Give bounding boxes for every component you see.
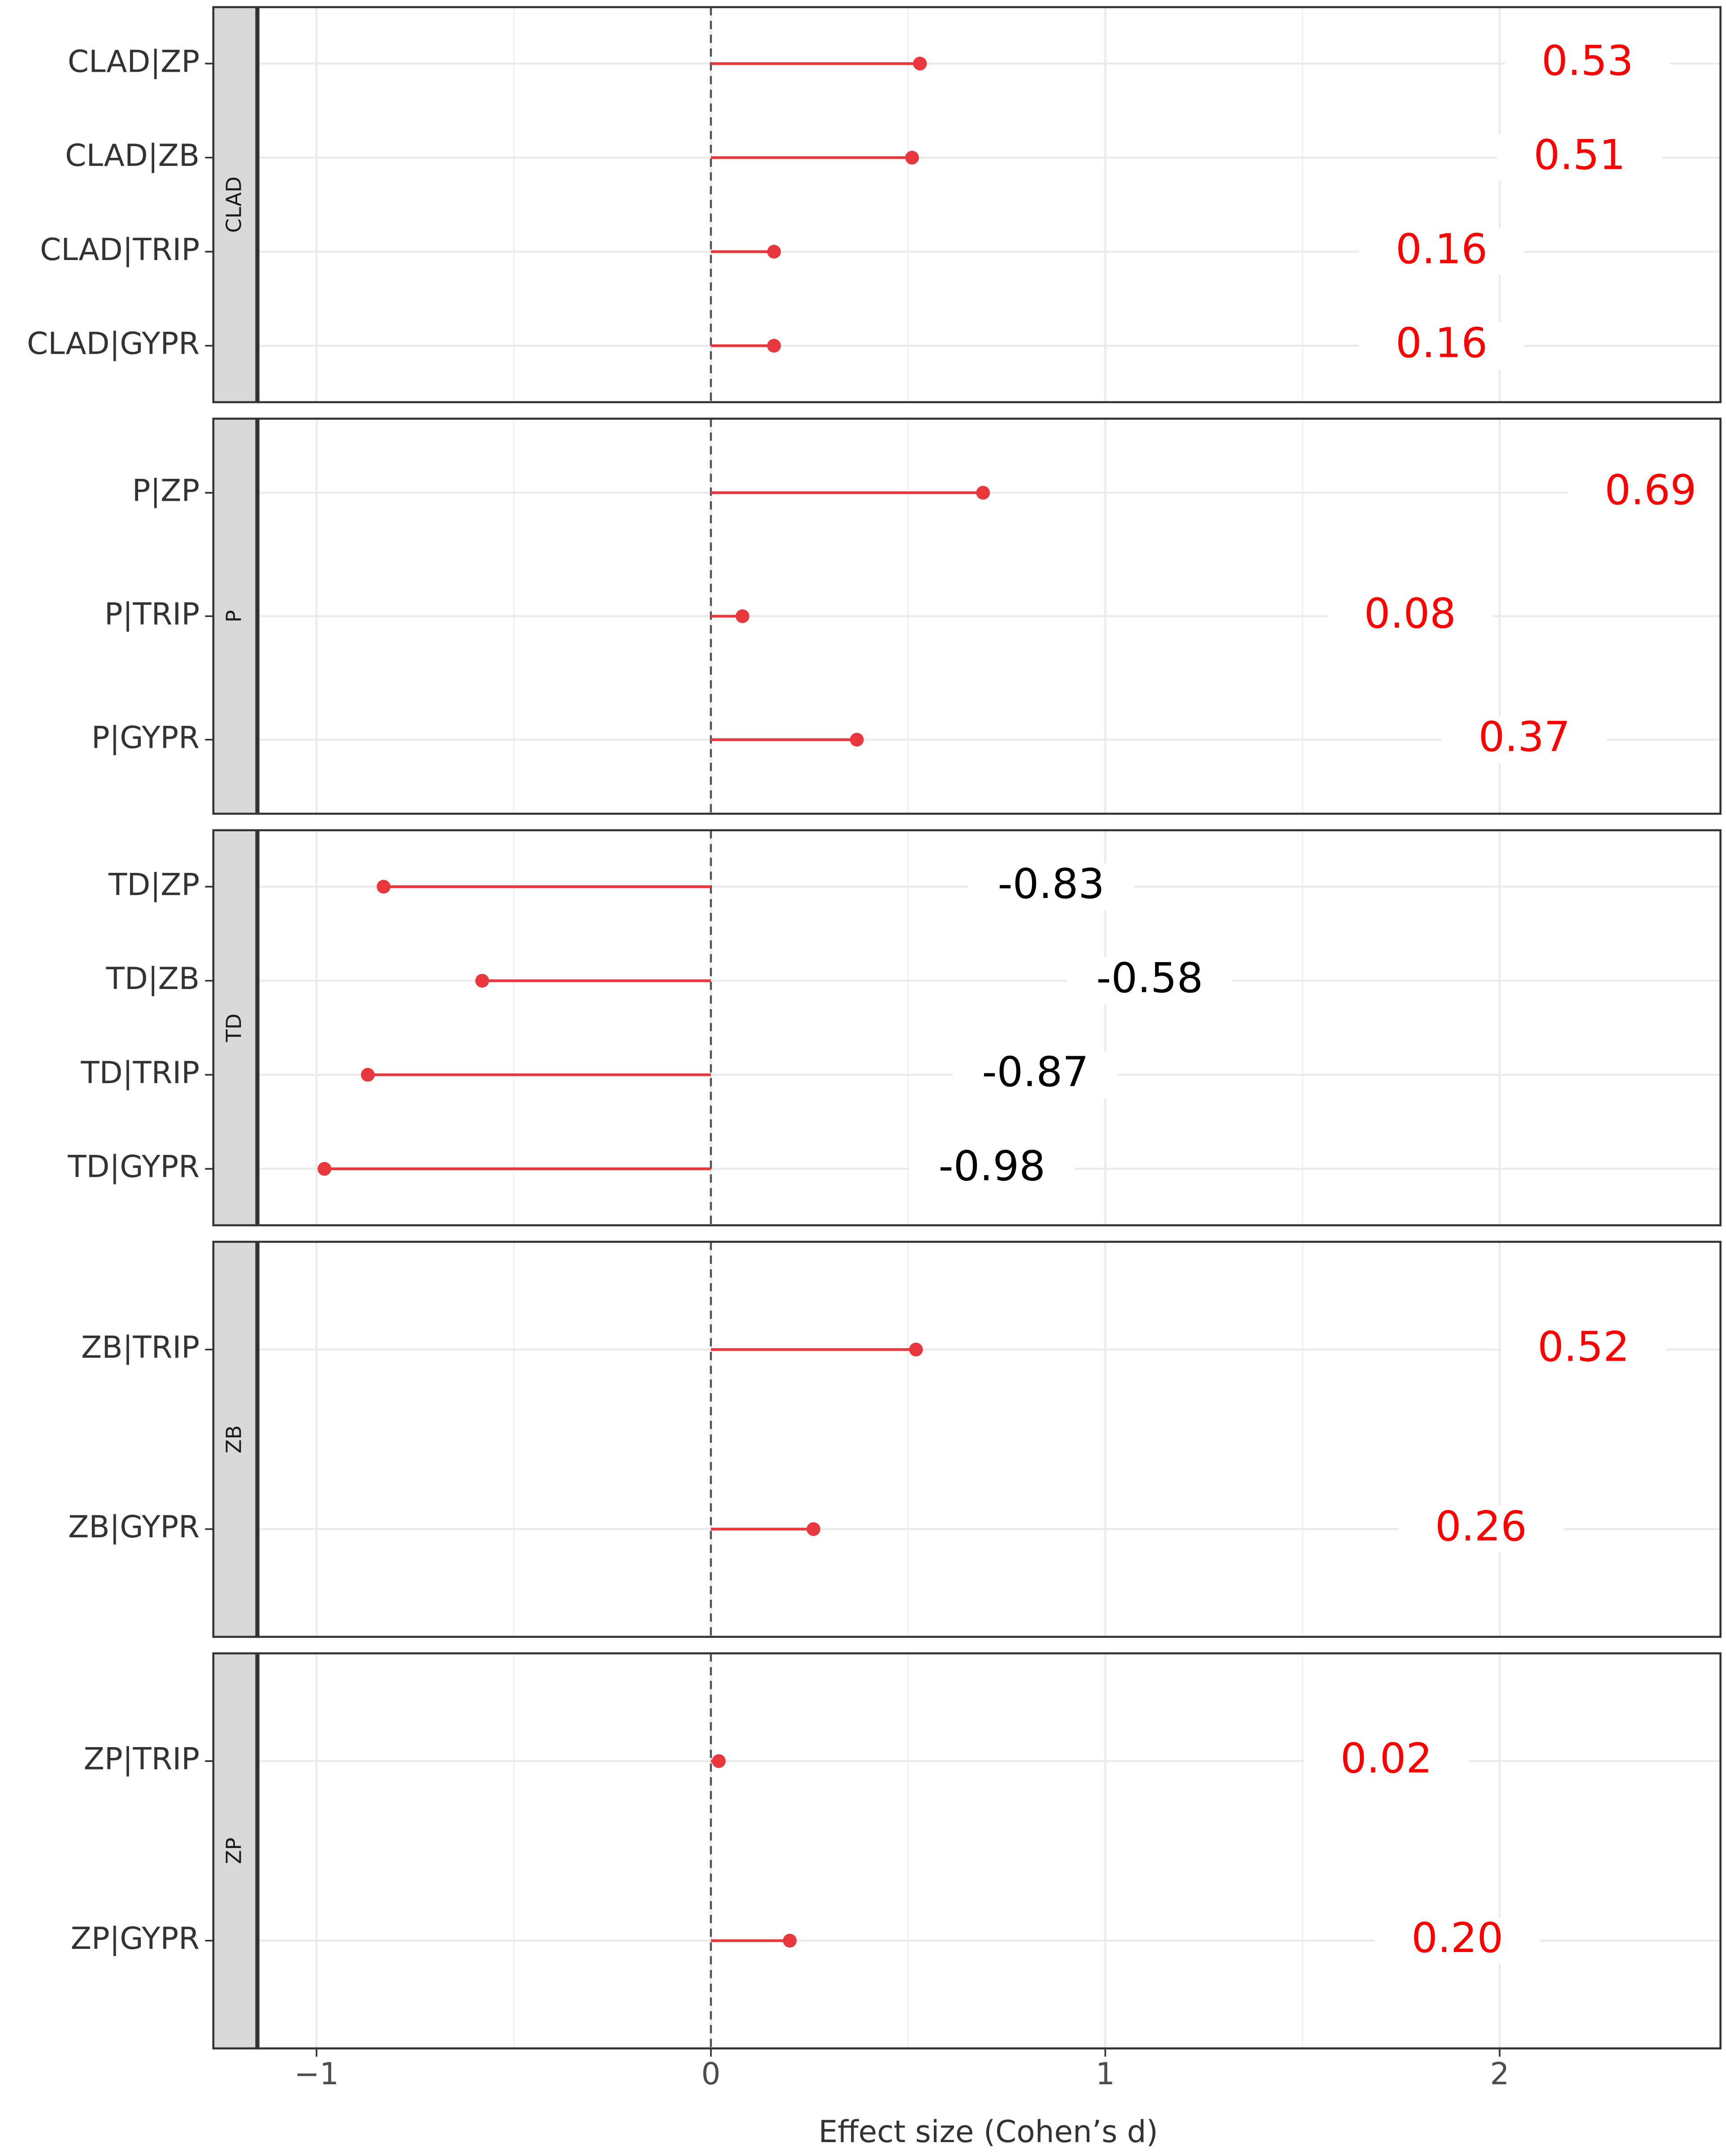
label-background <box>1375 1917 1540 1964</box>
strip-label: CLAD <box>222 177 246 233</box>
label-background <box>1359 228 1524 275</box>
panel-background <box>257 1241 1721 1637</box>
label-background <box>968 863 1134 910</box>
strip-label: ZP <box>222 1838 246 1864</box>
lollipop-dot <box>913 56 927 71</box>
strip-label: P <box>221 610 246 623</box>
label-background <box>909 1145 1075 1193</box>
label-background <box>1442 716 1607 763</box>
y-tick-label: P|TRIP <box>104 596 199 632</box>
label-background <box>953 1051 1118 1098</box>
value-label: 0.02 <box>1340 1735 1432 1783</box>
label-background <box>1398 1505 1564 1553</box>
y-tick-label: ZB|GYPR <box>68 1509 199 1544</box>
y-tick-label: TD|TRIP <box>80 1055 199 1090</box>
x-tick-label: 0 <box>701 2056 720 2091</box>
lollipop-dot <box>711 1754 726 1768</box>
lollipop-dot <box>735 609 750 623</box>
value-label: 0.16 <box>1396 225 1487 273</box>
y-tick-label: TD|ZP <box>108 867 199 902</box>
y-tick-label: CLAD|ZB <box>65 138 199 173</box>
value-label: 0.53 <box>1541 37 1633 85</box>
lollipop-dot <box>475 974 489 988</box>
y-tick-label: CLAD|ZP <box>68 43 199 79</box>
strip <box>212 829 259 1227</box>
y-tick-label: ZP|GYPR <box>71 1921 200 1956</box>
x-axis-title: Effect size (Cohen’s d) <box>819 2114 1158 2149</box>
y-tick-label: ZP|TRIP <box>84 1741 200 1777</box>
lollipop-dot <box>317 1162 332 1176</box>
value-label: -0.83 <box>998 860 1105 908</box>
value-label: 0.69 <box>1605 466 1696 514</box>
x-tick-label: 1 <box>1096 2056 1115 2091</box>
value-label: 0.08 <box>1364 590 1456 638</box>
x-tick-label: 2 <box>1490 2056 1509 2091</box>
value-label: 0.16 <box>1396 319 1487 367</box>
strip <box>212 1652 259 2050</box>
panel-background <box>257 1653 1721 2048</box>
y-tick-label: TD|GYPR <box>67 1149 199 1184</box>
lollipop-dot <box>976 486 990 500</box>
label-background <box>1304 1737 1469 1785</box>
y-tick-label: CLAD|GYPR <box>27 326 199 361</box>
lollipop-dot <box>361 1067 375 1082</box>
y-tick-label: P|GYPR <box>91 720 199 755</box>
lollipop-dot <box>783 1934 797 1948</box>
lollipop-dot <box>850 733 864 747</box>
strip <box>212 1241 259 1638</box>
value-label: 0.52 <box>1538 1323 1630 1371</box>
strip <box>212 417 259 815</box>
lollipop-dot <box>767 338 781 353</box>
y-tick-label: ZB|TRIP <box>81 1330 199 1365</box>
value-label: -0.98 <box>939 1142 1045 1190</box>
y-tick-label: P|ZP <box>132 473 199 508</box>
value-label: 0.37 <box>1479 713 1570 761</box>
label-background <box>1327 593 1493 640</box>
lollipop-dot <box>767 245 781 259</box>
y-tick-label: CLAD|TRIP <box>40 232 199 267</box>
label-background <box>1568 469 1726 516</box>
label-background <box>1505 40 1670 87</box>
value-label: 0.26 <box>1435 1502 1527 1550</box>
strip-label: ZB <box>221 1425 246 1453</box>
strip <box>212 6 259 403</box>
strip-label: TD <box>222 1014 246 1043</box>
lollipop-dot <box>377 880 390 894</box>
label-background <box>1359 322 1524 369</box>
value-label: 0.20 <box>1411 1914 1503 1962</box>
lollipop-dot <box>807 1522 820 1536</box>
value-label: -0.87 <box>982 1048 1089 1096</box>
value-label: 0.51 <box>1534 131 1626 179</box>
value-label: -0.58 <box>1096 954 1203 1002</box>
label-background <box>1497 134 1662 181</box>
y-tick-label: TD|ZB <box>106 961 200 996</box>
x-tick-label: −1 <box>294 2056 339 2091</box>
label-background <box>1501 1326 1666 1373</box>
label-background <box>1067 957 1232 1004</box>
lollipop-dot <box>909 1342 923 1357</box>
lollipop-dot <box>905 151 919 165</box>
